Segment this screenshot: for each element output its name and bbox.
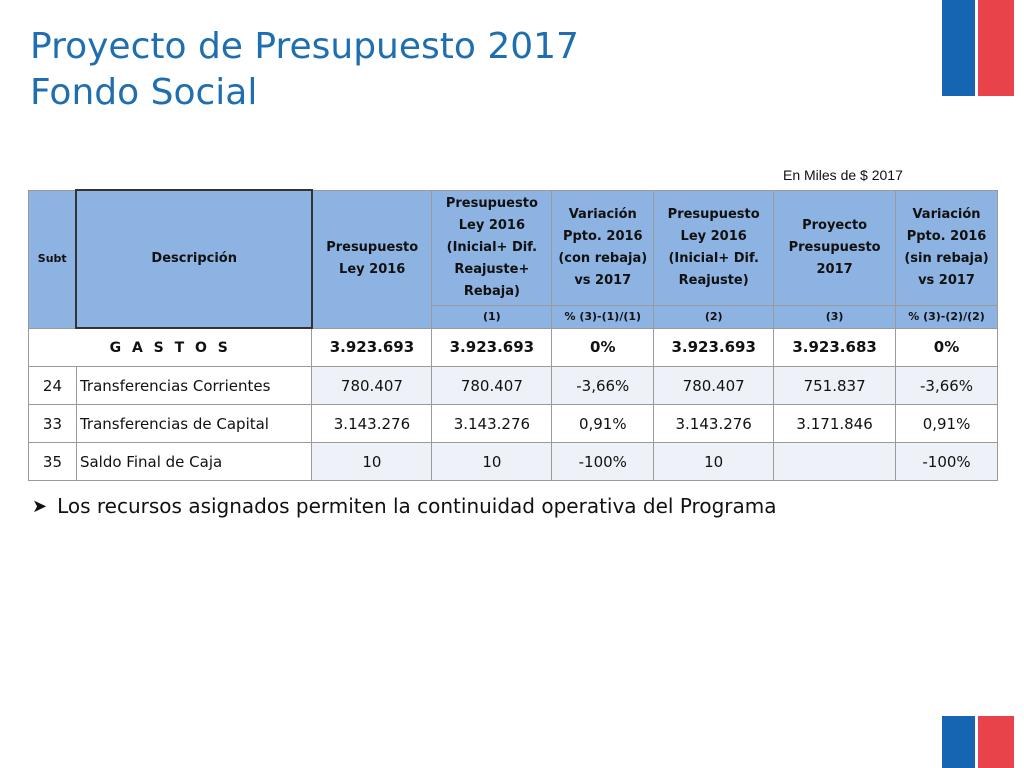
table-cell: 3.143.276 bbox=[431, 404, 553, 443]
table-cell: 3.923.693 bbox=[311, 327, 433, 367]
table-row-gastos: G A S T O S 3.923.693 3.923.693 0% 3.923… bbox=[27, 327, 998, 367]
table-cell: 10 bbox=[653, 442, 775, 481]
description-cell: Transferencias Corrientes bbox=[75, 366, 313, 405]
header-presupuesto-ley-2016: Presupuesto Ley 2016 bbox=[311, 189, 433, 329]
header-presupuesto-inicial-reajuste: Presupuesto Ley 2016 (Inicial+ Dif. Reaj… bbox=[653, 189, 775, 306]
table-cell bbox=[773, 442, 897, 481]
arrow-bullet-icon: ➤ bbox=[32, 495, 48, 517]
gastos-label: G A S T O S bbox=[27, 327, 313, 367]
title-line-1: Proyecto de Presupuesto 2017 bbox=[30, 26, 579, 67]
table-cell: -100% bbox=[895, 442, 998, 481]
table-cell: 0,91% bbox=[551, 404, 655, 443]
subt-cell: 33 bbox=[28, 404, 77, 443]
header-proyecto-presupuesto-2017: Proyecto Presupuesto 2017 bbox=[773, 189, 897, 306]
header-descripcion: Descripción bbox=[75, 189, 313, 329]
header-presupuesto-inicial-reajuste-rebaja: Presupuesto Ley 2016 (Inicial+ Dif. Reaj… bbox=[431, 189, 553, 306]
table-cell: 780.407 bbox=[653, 366, 775, 405]
flag-stripe-bottom bbox=[942, 716, 1014, 768]
table-cell: 3.143.276 bbox=[311, 404, 433, 443]
subheader-1: (1) bbox=[431, 304, 553, 329]
table-cell: 10 bbox=[311, 442, 433, 481]
table-cell: 10 bbox=[431, 442, 553, 481]
table-row: 33 Transferencias de Capital 3.143.276 3… bbox=[28, 404, 998, 443]
subheader-pct-3-2: % (3)-(2)/(2) bbox=[895, 304, 998, 329]
bullet-point: ➤ Los recursos asignados permiten la con… bbox=[32, 494, 776, 518]
table-cell: 3.143.276 bbox=[653, 404, 775, 443]
header-variacion-con-rebaja: Variación Ppto. 2016 (con rebaja) vs 201… bbox=[551, 189, 655, 306]
table-cell: -100% bbox=[551, 442, 655, 481]
table-cell: 0% bbox=[895, 327, 998, 367]
table-cell: -3,66% bbox=[895, 366, 998, 405]
subheader-pct-3-1: % (3)-(1)/(1) bbox=[551, 304, 655, 329]
table-cell: 3.923.683 bbox=[773, 327, 897, 367]
subt-cell: 35 bbox=[28, 442, 77, 481]
units-note: En Miles de $ 2017 bbox=[783, 167, 903, 183]
subheader-2: (2) bbox=[653, 304, 775, 329]
table-cell: 3.923.693 bbox=[431, 327, 553, 367]
table-cell: 780.407 bbox=[311, 366, 433, 405]
page-title: Proyecto de Presupuesto 2017 Fondo Socia… bbox=[30, 24, 579, 116]
bullet-text: Los recursos asignados permiten la conti… bbox=[57, 494, 777, 518]
table-cell: 3.171.846 bbox=[773, 404, 897, 443]
table-cell: -3,66% bbox=[551, 366, 655, 405]
description-cell: Saldo Final de Caja bbox=[75, 442, 313, 481]
table-header-row: Subt Descripción Presupuesto Ley 2016 Pr… bbox=[28, 189, 998, 329]
budget-table: Subt Descripción Presupuesto Ley 2016 Pr… bbox=[27, 189, 998, 481]
title-line-2: Fondo Social bbox=[30, 72, 258, 113]
header-variacion-sin-rebaja: Variación Ppto. 2016 (sin rebaja) vs 201… bbox=[895, 189, 998, 306]
table-cell: 0,91% bbox=[895, 404, 998, 443]
description-cell: Transferencias de Capital bbox=[75, 404, 313, 443]
table-row: 24 Transferencias Corrientes 780.407 780… bbox=[28, 366, 998, 405]
table-row: 35 Saldo Final de Caja 10 10 -100% 10 -1… bbox=[28, 442, 998, 481]
flag-stripe-top bbox=[942, 0, 1014, 96]
subheader-3: (3) bbox=[773, 304, 897, 329]
table-cell: 0% bbox=[551, 327, 655, 367]
table-subheader-row: (1) % (3)-(1)/(1) (2) (3) % (3)-(2)/(2) bbox=[29, 304, 998, 329]
table-cell: 3.923.693 bbox=[653, 327, 775, 367]
header-subt: Subt bbox=[28, 189, 77, 329]
table-cell: 751.837 bbox=[773, 366, 897, 405]
table-cell: 780.407 bbox=[431, 366, 553, 405]
subt-cell: 24 bbox=[28, 366, 77, 405]
